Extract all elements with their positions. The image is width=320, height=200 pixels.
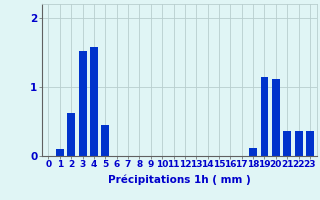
Bar [306,131,314,156]
Bar [101,125,109,156]
Bar [249,148,257,156]
Bar [295,131,303,156]
Bar [272,79,280,156]
Bar [90,47,98,156]
Bar [260,77,268,156]
Bar [78,51,86,156]
Bar [283,131,291,156]
X-axis label: Précipitations 1h ( mm ): Précipitations 1h ( mm ) [108,175,251,185]
Bar [56,149,64,156]
Bar [67,113,75,156]
